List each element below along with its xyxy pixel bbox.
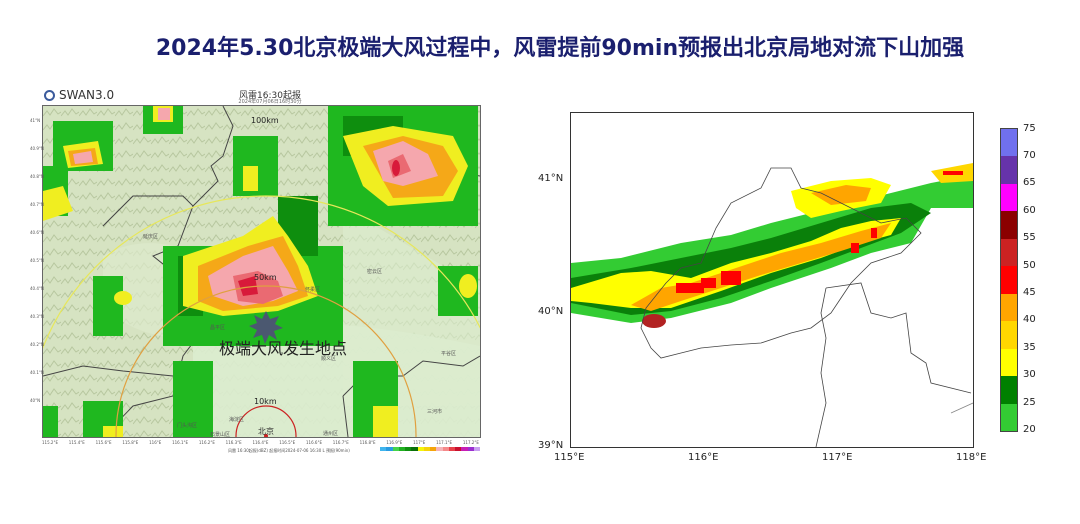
place-label-pinggu: 平谷区 [441,351,457,357]
colorbar-tick: 45 [1023,287,1036,298]
colorbar-tick: 70 [1023,150,1036,161]
x-tick-label: 115°E [554,452,585,463]
map-subtitle: 2024年07月06日16时30分 [238,99,302,105]
x-tick-label: 116.6°E [306,440,322,445]
y-tick-label: 40.6°N [30,230,44,235]
x-tick-label: 115.4°E [68,440,85,445]
y-tick-label: 40.3°N [30,314,44,319]
x-tick-label: 116.3°E [225,440,242,445]
x-tick-label: 116°E [149,440,162,445]
place-label-mentougou: 门头沟区 [177,423,198,429]
reflectivity-colorbar [1000,128,1018,432]
x-tick-label: 115.8°E [122,440,139,445]
x-tick-label: 116.5°E [279,440,296,445]
reflectivity-map [570,112,974,448]
y-tick-label: 40.2°N [30,342,44,347]
x-tick-label: 116.7°E [332,440,349,445]
place-label-tongzhou: 通州区 [323,431,339,437]
extreme-wind-location-icon [249,311,283,344]
place-label-huairou: 怀柔区 [305,287,321,293]
x-axis-ticks: 115.2°E 115.4°E 115.6°E 115.8°E 116°E 11… [42,440,479,445]
x-tick-label: 115.6°E [95,440,112,445]
place-label-yanqing: 延庆区 [143,234,159,240]
x-tick-label: 116.4°E [252,440,269,445]
ring-label-50km: 50km [254,273,277,282]
colorbar-tick: 75 [1023,123,1036,134]
colorbar-tick: 60 [1023,205,1036,216]
swan-logo-icon [44,89,55,101]
y-tick-label: 40.4°N [30,286,44,291]
page-title: 2024年5.30北京极端大风过程中，风雷提前90min预报出北京局地对流下山加… [155,36,965,61]
place-label-sanhe: 三河市 [427,409,443,415]
y-tick-label: 40.8°N [30,174,44,179]
x-tick-label: 118°E [956,452,987,463]
ring-label-100km: 100km [251,116,279,125]
map-title: 风雷16:30起报 [239,91,301,101]
swan-logo: SWAN3.0 [44,88,114,102]
ring-label-10km: 10km [254,397,277,406]
reflectivity-map-graphic [571,163,973,447]
left-colorbar [380,447,480,451]
x-tick-label: 116.1°E [172,440,189,445]
y-tick-label: 41°N [30,118,41,123]
colorbar-tick: 35 [1023,342,1036,353]
swan-logo-text: SWAN3.0 [59,88,115,102]
place-label-shunyi: 顺义区 [321,356,337,362]
y-tick-label: 39°N [538,440,564,451]
x-tick-label: 116.8°E [359,440,376,445]
place-label-miyun: 密云区 [367,269,383,275]
colorbar-tick: 65 [1023,177,1036,188]
swan-radar-panel: SWAN3.0 风雷16:30起报 2024年07月06日16时30分 [30,84,492,472]
colorbar-tick: 55 [1023,232,1036,243]
x-tick-label: 117°E [822,452,853,463]
x-tick-label: 117.1°E [436,440,453,445]
place-label-haidian: 海淀区 [229,417,245,423]
y-tick-label: 40°N [538,306,564,317]
place-label-shijingshan: 石景山区 [210,432,231,438]
place-label-beijing: 北京 [258,427,274,436]
y-tick-label: 40°N [30,398,41,403]
radar-forecast-map: 100km 50km 10km 极端大风发生地点 延庆区 怀柔区 密云区 昌平区… [42,105,481,438]
y-tick-label: 40.1°N [30,370,44,375]
x-tick-label: 116.9°E [386,440,403,445]
radar-map-graphic [43,106,480,437]
model-forecast-panel: 41°N 40°N 39°N 115°E 116°E 117°E 118°E [530,100,1070,480]
x-tick-label: 116.2°E [198,440,215,445]
place-label-changping: 昌平区 [210,325,226,331]
x-tick-label: 115.2°E [42,440,58,445]
y-tick-label: 40.9°N [30,146,44,151]
colorbar-tick: 30 [1023,369,1036,380]
colorbar-tick: 20 [1023,424,1036,435]
map-footer: 风雷 16:30起报(dBZ) 起报时间2024-07-06 16:30 L 预… [228,448,350,453]
colorbar-tick: 40 [1023,314,1036,325]
x-tick-label: 116°E [688,452,719,463]
colorbar-tick: 50 [1023,260,1036,271]
colorbar-tick: 25 [1023,397,1036,408]
extreme-wind-annotation: 极端大风发生地点 [219,339,348,358]
x-tick-label: 117.2°E [462,440,479,445]
y-tick-label: 40.5°N [30,258,44,263]
y-tick-label: 41°N [538,173,564,184]
y-tick-label: 40.7°N [30,202,44,207]
x-tick-label: 117°E [413,440,426,445]
